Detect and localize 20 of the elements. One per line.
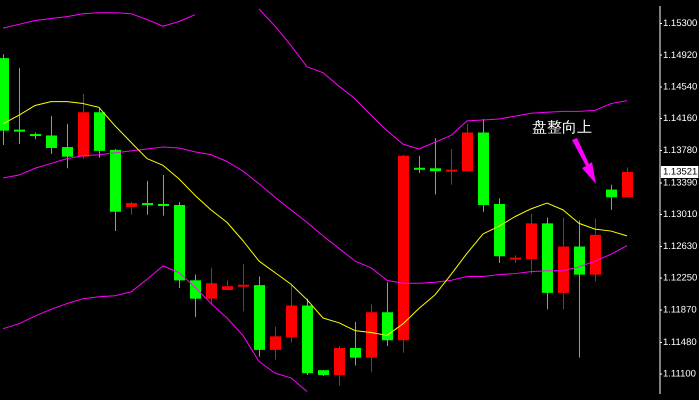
y-tick-label: 1.14540 [663,81,698,92]
y-tick-label: 1.12250 [663,272,698,284]
y-tick-label: 1.14160 [663,113,698,124]
y-tick-label: 1.11480 [663,336,697,348]
y-tick-label: 1.11100 [663,368,696,380]
y-tick-label: 1.12630 [663,240,698,252]
candlestick [238,264,249,312]
candlestick [446,148,457,185]
y-tick-label: 1.15300 [663,18,698,30]
candlestick [142,180,153,215]
annotation: 盘整向上 [532,118,592,136]
y-tick-label: 1.14920 [663,50,698,61]
y-tick-label: 1.11870 [663,304,697,316]
candlestick [158,175,169,216]
text: 1.13521 [663,166,698,178]
candlestick [14,68,25,144]
y-tick-label: 1.13390 [663,178,698,189]
y-tick-label: 1.13010 [663,209,698,220]
y-tick-label: 1.13780 [663,144,698,156]
candlestick [414,156,425,174]
